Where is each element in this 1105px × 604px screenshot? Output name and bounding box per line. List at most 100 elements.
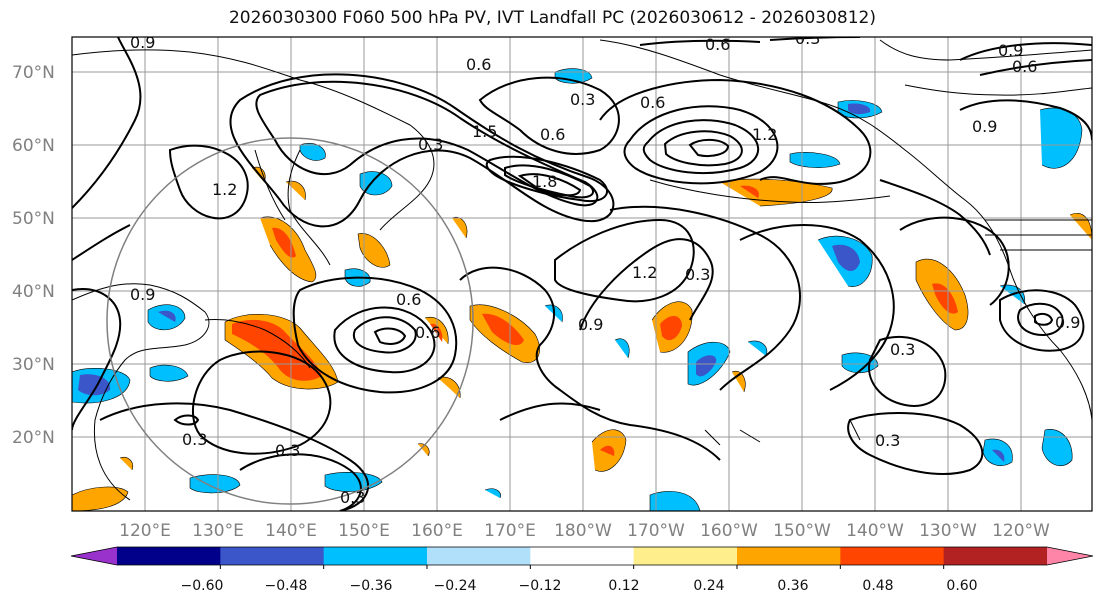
colorbar-tick-label: 0.24	[693, 578, 724, 594]
colorbar-segment	[220, 547, 325, 565]
contour-label: 0.3	[890, 340, 915, 359]
positive-anomaly	[357, 233, 391, 268]
negative-anomaly	[299, 143, 326, 161]
lon-label: 130°W	[919, 521, 977, 541]
colorbar-segment	[840, 547, 945, 565]
negative-anomaly	[747, 340, 768, 357]
contour-label: 0.6	[415, 323, 440, 342]
coastlines	[72, 39, 1092, 501]
contour-label: 0.6	[1012, 57, 1037, 76]
landfall-region-circle	[106, 137, 474, 505]
contour-labels: 0.6 0.3 0.9 0.6 0.6 0.9 0.3 1.5 0.6 1.2 …	[130, 29, 1080, 507]
lat-label: 20°N	[12, 428, 55, 448]
contour-label: 0.3	[795, 29, 820, 48]
positive-anomaly	[430, 323, 443, 342]
contour-label: 0.3	[570, 90, 595, 109]
negative-anomaly	[848, 103, 871, 115]
lon-label: 180°W	[554, 521, 612, 541]
contour-label: 1.2	[632, 263, 657, 282]
colorbar-segment	[530, 547, 635, 565]
map-frame	[71, 36, 1093, 512]
positive-anomaly	[600, 445, 615, 456]
colorbar-segment	[943, 547, 1048, 565]
colorbar-tick-label: 0.36	[777, 578, 808, 594]
colorbar-extend-max	[1047, 547, 1093, 565]
positive-anomaly	[660, 315, 682, 341]
contour-label: 0.3	[875, 431, 900, 450]
pv-contours	[72, 37, 1092, 511]
colorbar-tick-label: 0.48	[862, 578, 893, 594]
negative-anomaly	[789, 152, 841, 168]
contour-label: 0.9	[130, 285, 155, 304]
positive-anomaly	[272, 227, 296, 258]
contour-label: 0.3	[685, 265, 710, 284]
colorbar-tick-label: −0.36	[350, 578, 393, 594]
map-area: 0.6 0.3 0.9 0.6 0.6 0.9 0.3 1.5 0.6 1.2 …	[72, 29, 1092, 511]
lon-label: 160°W	[700, 521, 758, 541]
lon-label: 160°E	[411, 521, 463, 541]
negative-anomaly	[649, 491, 701, 511]
positive-anomaly	[482, 313, 524, 346]
negative-anomaly	[614, 338, 630, 359]
colorbar-tick-label: 0.12	[608, 578, 639, 594]
negative-anomaly	[992, 449, 1005, 462]
lon-label: 140°W	[846, 521, 904, 541]
negative-anomaly	[1041, 429, 1073, 466]
positive-anomaly	[417, 443, 430, 457]
colorbar-outline	[70, 546, 1094, 566]
negative-anomaly	[78, 374, 111, 396]
lat-label: 50°N	[12, 209, 55, 229]
contour-label: 0.6	[396, 290, 421, 309]
negative-anomaly	[147, 304, 186, 331]
contour-label: 0.6	[540, 125, 565, 144]
contour-label: 1.2	[752, 125, 777, 144]
contour-label: 0.9	[130, 33, 155, 52]
contour-label: 1.8	[532, 172, 557, 191]
colorbar-tick-label: −0.24	[434, 578, 477, 594]
negative-anomaly	[1039, 107, 1083, 169]
negative-anomaly	[484, 488, 501, 499]
contour-label: 0.9	[578, 315, 603, 334]
positive-anomaly	[740, 185, 759, 198]
contour-label: 0.6	[466, 55, 491, 74]
contour-label: 0.6	[640, 93, 665, 112]
negative-anomaly	[189, 474, 241, 494]
map-title: 2026030300 F060 500 hPa PV, IVT Landfall…	[228, 8, 876, 28]
colorbar-tick-label: −0.60	[181, 578, 224, 594]
colorbar-segment	[633, 547, 738, 565]
contour-label: 1.5	[472, 122, 497, 141]
contour-label: 0.3	[182, 430, 207, 449]
lat-label: 30°N	[12, 355, 55, 375]
ivt-shading	[72, 68, 1092, 511]
lat-label: 60°N	[12, 136, 55, 156]
colorbar	[70, 546, 1094, 569]
positive-anomaly	[72, 486, 129, 511]
contour-label: 0.6	[705, 35, 730, 54]
colorbar-segment	[737, 547, 841, 565]
contour-label: 1.2	[212, 180, 237, 199]
negative-anomaly	[149, 364, 189, 382]
contour-label: 0.9	[1055, 313, 1080, 332]
latitude-labels: 70°N 60°N 50°N 40°N 30°N 20°N	[12, 63, 55, 448]
negative-anomaly	[696, 355, 717, 377]
longitude-labels: 120°E 130°E 140°E 150°E 160°E 170°E 180°…	[119, 521, 1050, 541]
positive-anomaly	[451, 216, 468, 239]
colorbar-segment	[427, 547, 531, 565]
colorbar-tick-labels: −0.60 −0.48 −0.36 −0.24 −0.12 0.12 0.24 …	[181, 578, 978, 594]
lon-label: 120°E	[119, 521, 171, 541]
lon-label: 150°W	[773, 521, 831, 541]
contour-label: 0.3	[340, 488, 365, 507]
colorbar-tick-label: −0.12	[519, 578, 562, 594]
lon-label: 170°W	[627, 521, 685, 541]
lon-label: 170°E	[484, 521, 536, 541]
colorbar-segment	[117, 547, 221, 565]
colorbar-tick-label: −0.48	[265, 578, 308, 594]
lon-label: 120°W	[992, 521, 1050, 541]
colorbar-extend-min	[71, 547, 117, 565]
positive-anomaly	[232, 319, 322, 381]
lat-label: 40°N	[12, 282, 55, 302]
contour-label: 0.3	[275, 441, 300, 460]
positive-anomaly	[119, 457, 133, 471]
contour-label: 0.9	[972, 117, 997, 136]
lon-label: 150°E	[338, 521, 390, 541]
